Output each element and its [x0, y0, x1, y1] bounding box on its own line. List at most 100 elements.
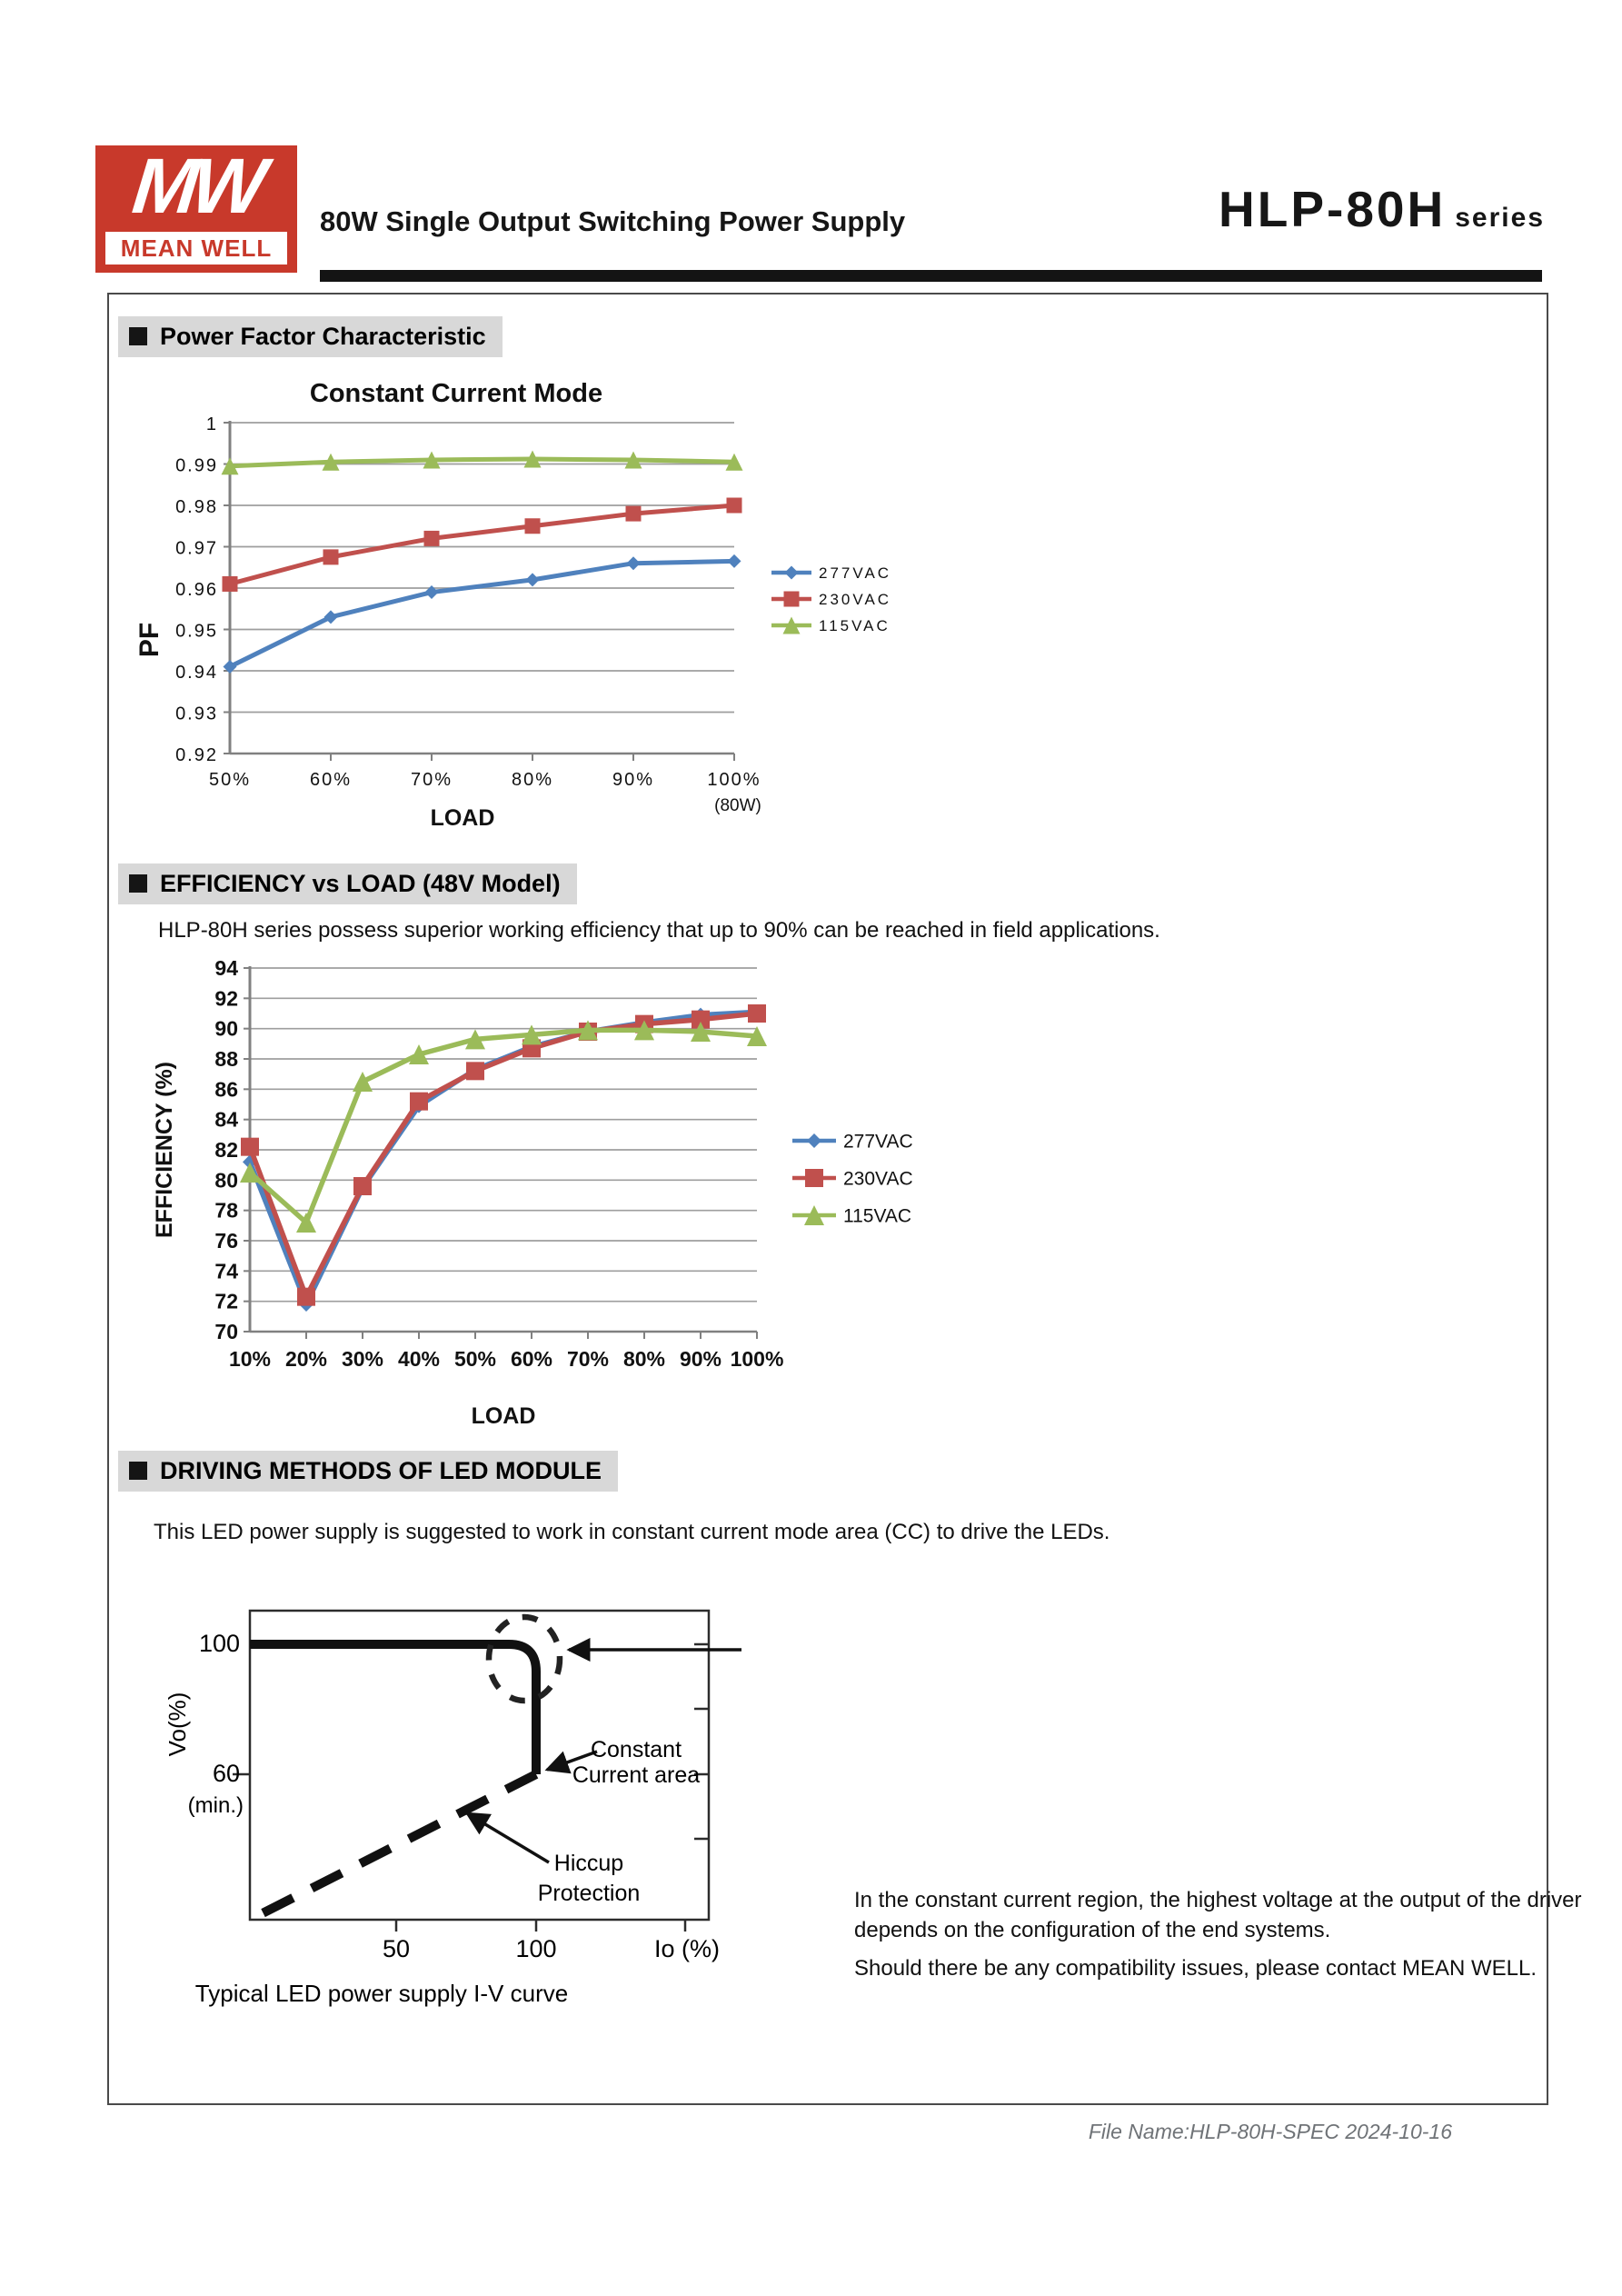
legend-label: 277VAC [819, 564, 891, 582]
series-line-230VAC [247, 1011, 758, 1300]
section-header-driving-methods: DRIVING METHODS OF LED MODULE [118, 1451, 618, 1492]
y-axis-label: PF [134, 623, 164, 657]
section-title: EFFICIENCY vs LOAD (48V Model) [160, 870, 561, 897]
annotation-current-area: Current area [572, 1762, 700, 1788]
efficiency-description: HLP-80H series possess superior working … [158, 918, 1160, 943]
legend-label: 277VAC [843, 1132, 913, 1153]
logo-mw-monogram: MW [128, 143, 264, 230]
x-axis-annotation: (80W) [714, 796, 761, 815]
y-tick-100: 100 [199, 1630, 240, 1657]
diagram-frame [248, 1609, 711, 1922]
x-tick-label: 60% [511, 1347, 552, 1371]
note-line: Should there be any compatibility issues… [854, 1956, 1537, 1981]
y-tick-label: 0.94 [175, 663, 218, 683]
x-tick-label: 90% [680, 1347, 721, 1371]
y-tick-label: 94 [214, 956, 238, 980]
y-tick-label: 70 [214, 1320, 238, 1343]
section-title: Power Factor Characteristic [160, 323, 486, 350]
y-tick-label: 74 [214, 1259, 238, 1283]
annotation-hiccup: Hiccup [554, 1851, 623, 1876]
section-title: DRIVING METHODS OF LED MODULE [160, 1457, 602, 1484]
header-rule [320, 270, 1542, 282]
meanwell-logo: MW MEAN WELL [95, 143, 297, 273]
y-tick-label: 72 [214, 1290, 238, 1313]
pf-vs-load-chart: 1 0.99 0.98 0.97 0.96 0.95 0.94 0.93 0.92 50% 60% 7… [129, 374, 1001, 852]
x-tick-label: 20% [285, 1347, 327, 1371]
y-tick-label: 0.97 [175, 539, 218, 559]
diagram-y-axis-label: Vo(%) [164, 1692, 191, 1757]
y-tick-label: 80 [214, 1168, 238, 1192]
legend-label: 115VAC [843, 1206, 911, 1227]
x-tick-label: 90% [612, 770, 654, 790]
x-tick-label: 50% [209, 770, 251, 790]
document-subtitle: 80W Single Output Switching Power Supply [320, 205, 906, 237]
x-tick-50: 50 [383, 1935, 410, 1962]
series-line-277VAC [228, 558, 735, 669]
led-iv-curve-diagram: 100 60 (min.) Vo(%) 50 100 Io (%) Consta… [164, 1609, 741, 2007]
y-tick-label: 88 [214, 1047, 238, 1071]
x-tick-label: 60% [310, 770, 352, 790]
y-tick-label: 78 [214, 1199, 238, 1223]
y-tick-label: 0.96 [175, 580, 218, 600]
section-bullet-icon [129, 1462, 147, 1480]
x-tick-label: 100% [707, 770, 761, 790]
x-tick-label: 10% [229, 1347, 271, 1371]
y-tick-label: 0.95 [175, 622, 218, 642]
x-axis-label: LOAD [431, 805, 495, 831]
x-axis-label: LOAD [472, 1403, 536, 1429]
y-tick-60: 60 [213, 1760, 240, 1787]
y-tick-min: (min.) [188, 1793, 244, 1818]
chart-title: Constant Current Mode [310, 379, 602, 408]
logo-brand-label: MEAN WELL [105, 232, 287, 265]
series-line-115VAC [248, 1027, 758, 1225]
legend-label: 115VAC [819, 617, 891, 634]
constant-current-arrow [544, 1750, 598, 1774]
section-bullet-icon [129, 327, 147, 345]
x-tick-label: 100% [731, 1347, 784, 1371]
x-tick-label: 70% [411, 770, 453, 790]
x-tick-label: 80% [512, 770, 553, 790]
pf-chart-svg: 1 0.99 0.98 0.97 0.96 0.95 0.94 0.93 0.92 50% 60% 7… [134, 379, 891, 831]
corner-highlight-circle [485, 1613, 563, 1704]
y-tick-label: 1 [206, 414, 218, 434]
eff-chart-svg: 94 92 90 88 86 84 82 80 78 76 74 72 70 10% 20% 30% 40% 50… [152, 956, 913, 1429]
x-tick-label: 30% [342, 1347, 383, 1371]
series-title: HLP-80H series [1219, 180, 1545, 238]
y-tick-label: 0.92 [175, 745, 218, 765]
hiccup-arrow [464, 1812, 550, 1864]
x-tick-label: 40% [398, 1347, 440, 1371]
y-tick-label: 86 [214, 1077, 238, 1101]
legend-label: 230VAC [843, 1169, 913, 1190]
efficiency-vs-load-chart: 94 92 90 88 86 84 82 80 78 76 74 72 70 10% 20% 30% 40% 50… [129, 947, 1038, 1461]
y-tick-label: 84 [214, 1108, 238, 1132]
hiccup-dashed-line [247, 1770, 539, 1924]
file-name-label: File Name:HLP-80H-SPEC 2024-10-16 [1088, 2120, 1452, 2143]
diagram-caption: Typical LED power supply I-V curve [195, 1980, 568, 2007]
series-suffix: series [1455, 203, 1545, 233]
annotation-protection: Protection [538, 1881, 641, 1906]
y-tick-label: 92 [214, 986, 238, 1010]
y-tick-label: 76 [214, 1229, 238, 1253]
series-line-115VAC [229, 456, 735, 469]
y-tick-label: 90 [214, 1017, 238, 1041]
series-line-230VAC [229, 503, 735, 586]
driving-methods-description: This LED power supply is suggested to wo… [154, 1520, 1110, 1544]
y-tick-label: 0.98 [175, 497, 218, 517]
legend-label: 230VAC [819, 591, 891, 608]
y-tick-label: 0.99 [175, 456, 218, 476]
x-tick-label: 70% [567, 1347, 609, 1371]
section-header-efficiency: EFFICIENCY vs LOAD (48V Model) [118, 863, 577, 904]
section-bullet-icon [129, 874, 147, 893]
annotation-constant: Constant [591, 1737, 682, 1762]
content-frame: Power Factor Characteristic 1 0.99 0.98 0.9… [107, 293, 1582, 2105]
note-line: depends on the configuration of the end … [854, 1918, 1331, 1942]
x-tick-label: 80% [623, 1347, 665, 1371]
section-header-power-factor: Power Factor Characteristic [118, 316, 503, 357]
note-line: In the constant current region, the high… [854, 1888, 1582, 1912]
y-axis-label: EFFICIENCY (%) [152, 1062, 177, 1238]
diagram-x-axis-label: Io (%) [654, 1935, 720, 1962]
series-name: HLP-80H [1219, 181, 1447, 237]
x-tick-100: 100 [515, 1935, 556, 1962]
y-tick-label: 82 [214, 1138, 238, 1162]
